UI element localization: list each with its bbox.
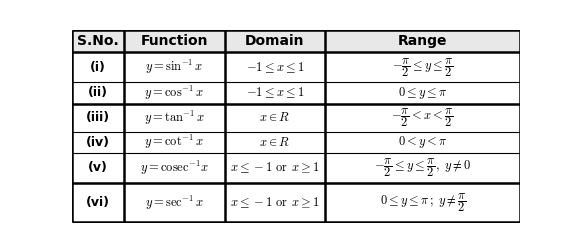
- Text: (iv): (iv): [86, 136, 110, 149]
- Bar: [325, 82, 520, 104]
- Text: $y = \cos^{-1} x$: $y = \cos^{-1} x$: [144, 84, 204, 102]
- Text: (ii): (ii): [88, 86, 108, 100]
- Bar: [124, 82, 225, 104]
- Text: $-\dfrac{\pi}{2} < x < \dfrac{\pi}{2}$: $-\dfrac{\pi}{2} < x < \dfrac{\pi}{2}$: [391, 106, 454, 129]
- Bar: [72, 183, 124, 222]
- Bar: [124, 104, 225, 132]
- Bar: [325, 52, 520, 82]
- Text: $0 < y < \pi$: $0 < y < \pi$: [398, 134, 447, 150]
- Bar: [325, 153, 520, 183]
- Text: $x \leq -1 \text{ or } x \geq 1$: $x \leq -1 \text{ or } x \geq 1$: [230, 160, 320, 175]
- Bar: [225, 104, 325, 132]
- Bar: [225, 132, 325, 153]
- Text: Domain: Domain: [245, 34, 305, 48]
- Text: $y = \tan^{-1} x$: $y = \tan^{-1} x$: [143, 108, 205, 126]
- Text: $-1 \leq x \leq 1$: $-1 \leq x \leq 1$: [246, 60, 304, 74]
- Text: $-\dfrac{\pi}{2} \leq y \leq \dfrac{\pi}{2}$: $-\dfrac{\pi}{2} \leq y \leq \dfrac{\pi}…: [392, 56, 454, 79]
- Text: (v): (v): [88, 161, 108, 174]
- Text: $y = \sin^{-1} x$: $y = \sin^{-1} x$: [145, 58, 203, 76]
- Text: $x \leq -1 \text{ or } x \geq 1$: $x \leq -1 \text{ or } x \geq 1$: [230, 195, 320, 210]
- Text: $x \in R$: $x \in R$: [260, 136, 291, 149]
- Text: (i): (i): [90, 61, 106, 74]
- Bar: [225, 183, 325, 222]
- Text: Range: Range: [398, 34, 447, 48]
- Bar: [72, 30, 124, 52]
- Bar: [225, 52, 325, 82]
- Bar: [124, 153, 225, 183]
- Text: $y = \cot^{-1} x$: $y = \cot^{-1} x$: [144, 133, 204, 151]
- Bar: [325, 183, 520, 222]
- Bar: [72, 52, 124, 82]
- Bar: [225, 30, 325, 52]
- Text: $-1 \leq x \leq 1$: $-1 \leq x \leq 1$: [246, 86, 304, 100]
- Text: $x \in R$: $x \in R$: [260, 111, 291, 124]
- Bar: [124, 52, 225, 82]
- Bar: [124, 30, 225, 52]
- Text: $0 \leq y \leq \pi$: $0 \leq y \leq \pi$: [398, 85, 447, 101]
- Bar: [124, 183, 225, 222]
- Text: $-\dfrac{\pi}{2} \leq y \leq \dfrac{\pi}{2},\; y \neq 0$: $-\dfrac{\pi}{2} \leq y \leq \dfrac{\pi}…: [375, 156, 471, 179]
- Text: (vi): (vi): [86, 196, 110, 209]
- Text: $y = \sec^{-1} x$: $y = \sec^{-1} x$: [144, 194, 203, 212]
- Bar: [72, 82, 124, 104]
- Text: $0 \leq y \leq \pi\,;\; y \neq \dfrac{\pi}{2}$: $0 \leq y \leq \pi\,;\; y \neq \dfrac{\p…: [380, 191, 466, 214]
- Bar: [72, 104, 124, 132]
- Bar: [325, 132, 520, 153]
- Bar: [225, 153, 325, 183]
- Bar: [325, 30, 520, 52]
- Bar: [72, 153, 124, 183]
- Bar: [124, 132, 225, 153]
- Text: Function: Function: [140, 34, 208, 48]
- Bar: [72, 132, 124, 153]
- Text: (iii): (iii): [86, 111, 110, 124]
- Bar: [225, 82, 325, 104]
- Bar: [325, 104, 520, 132]
- Text: $y = \mathrm{cosec}^{-1} x$: $y = \mathrm{cosec}^{-1} x$: [140, 159, 209, 177]
- Text: S.No.: S.No.: [77, 34, 119, 48]
